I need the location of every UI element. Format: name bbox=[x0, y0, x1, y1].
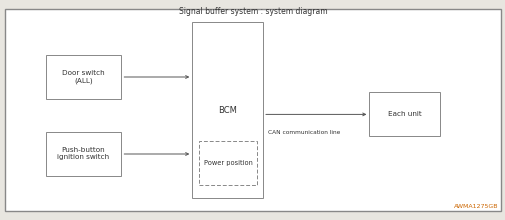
Bar bbox=[369, 92, 439, 136]
Text: Each unit: Each unit bbox=[387, 111, 421, 117]
Bar bbox=[45, 55, 121, 99]
Text: Power position: Power position bbox=[203, 160, 252, 166]
Text: AWMA1275GB: AWMA1275GB bbox=[453, 204, 497, 209]
Text: CAN communication line: CAN communication line bbox=[268, 130, 340, 135]
Bar bbox=[192, 22, 263, 198]
Bar bbox=[198, 141, 257, 185]
Text: Signal buffer system : system diagram: Signal buffer system : system diagram bbox=[178, 7, 327, 16]
Bar bbox=[45, 132, 121, 176]
Text: Door switch
(ALL): Door switch (ALL) bbox=[62, 70, 105, 84]
Text: Push-button
ignition switch: Push-button ignition switch bbox=[57, 147, 110, 161]
Text: BCM: BCM bbox=[218, 106, 237, 114]
